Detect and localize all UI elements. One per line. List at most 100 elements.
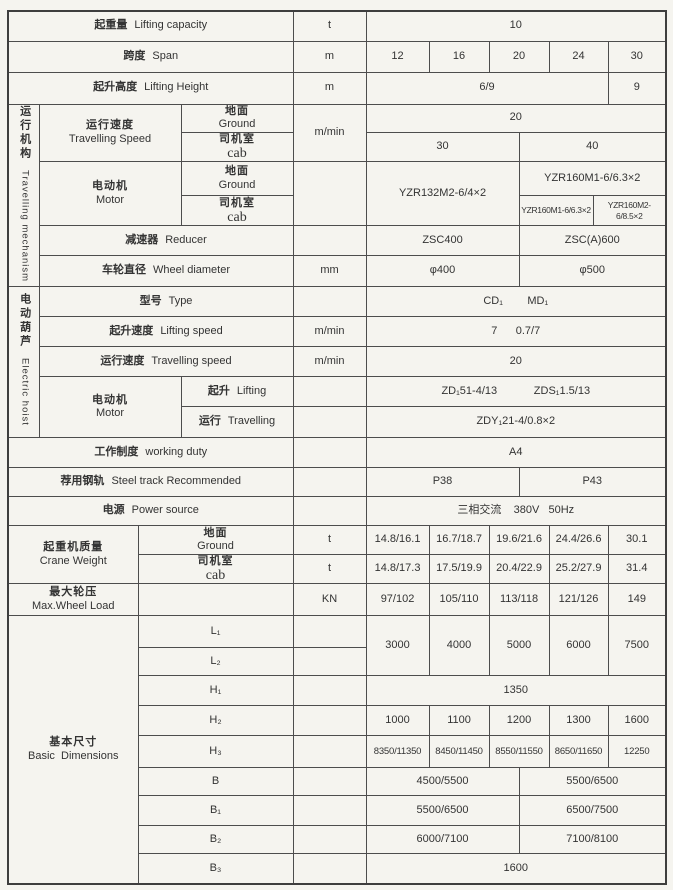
dim-h2-unit <box>292 705 367 737</box>
hoist-motor-label: 电动机 Motor <box>38 376 182 439</box>
row-hoist-lifting-speed: 起升速度 Lifting speed m/min 7 0.7/7 <box>8 316 667 348</box>
label-cn: 地面 <box>225 164 249 177</box>
dim-b3-unit <box>292 853 367 885</box>
row-dim-h3: H₃ 8350/11350 8450/11450 8550/11550 8650… <box>8 735 667 769</box>
vertical-section-label: 运行机构 Travelling mechanism <box>17 105 31 282</box>
motor-value-right-top: YZR160M1-6/6.3×2 <box>518 160 667 197</box>
label-en: working duty <box>145 445 208 458</box>
label-cn: 起重量 <box>94 19 128 32</box>
section-label-en: Travelling mechanism <box>19 169 31 282</box>
hoist-motor-lifting-unit <box>292 376 367 408</box>
dim-h2-value: 1100 <box>428 705 490 737</box>
row-steel-track: 荐用钢轨 Steel track Recommended P38 P43 <box>7 467 667 498</box>
row-power-source: 电源 Power source 三相交流 380V 50Hz <box>7 496 667 527</box>
hoist-lifting-speed-label: 起升速度 Lifting speed <box>38 316 294 348</box>
label-en: Ground <box>218 178 256 191</box>
lifting-height-value-30m: 9 <box>607 71 667 105</box>
vertical-section-label: 电动葫芦 Electric hoist <box>17 293 31 426</box>
span-unit: m <box>292 40 367 73</box>
power-source-label: 电源 Power source <box>7 496 294 527</box>
hoist-motor-travelling-label: 运行 Travelling <box>180 406 294 439</box>
max-wheel-load-sublabel <box>137 583 294 617</box>
crane-weight-cab-value: 20.4/22.9 <box>488 554 550 585</box>
motor-value-right-bottom-left: YZR160M1-6/6.3×2 <box>518 195 594 227</box>
label-en: cab <box>227 209 247 225</box>
steel-track-value-right: P43 <box>518 467 667 498</box>
dim-b2-label: B₂ <box>137 825 294 855</box>
wheel-diameter-value-right: φ500 <box>518 255 667 288</box>
label-en: Travelling <box>227 415 276 428</box>
label-en: Travelling Speed <box>68 132 152 145</box>
dim-b2-value-right: 7100/8100 <box>518 825 667 855</box>
crane-spec-table: 起重量 Lifting capacity t 10 跨度 Span m 12 16 … <box>7 10 668 885</box>
hoist-lifting-speed-unit: m/min <box>292 316 367 348</box>
travelling-speed-unit: m/min <box>292 103 367 162</box>
dim-l-value: 4000 <box>428 615 490 677</box>
row-hoist-motor-travelling: 运行 Travelling ZDY₁21-4/0.8×2 <box>8 406 667 439</box>
label-en: Ground <box>197 540 234 553</box>
label-en: Span <box>152 49 179 62</box>
lifting-capacity-value: 10 <box>365 10 667 42</box>
dim-l1-label: L₁ <box>137 615 294 649</box>
dim-h3-value: 8550/11550 <box>488 735 550 769</box>
row-motor-ground: 电动机 Motor 地面 Ground YZR132M2-6/4×2 YZR160M… <box>8 160 667 227</box>
crane-weight-ground-value: 14.8/16.1 <box>365 525 430 556</box>
row-dim-l1: 基本尺寸 Basic Dimensions L₁ 3000 4000 5000 6… <box>7 615 667 885</box>
label-cn: 电源 <box>102 504 125 517</box>
row-dim-b2: B₂ 6000/7100 7100/8100 <box>8 825 667 855</box>
label-en: Travelling speed <box>151 354 232 367</box>
steel-track-value-left: P38 <box>365 467 520 498</box>
hoist-motor-travelling-unit <box>292 406 367 439</box>
label-cn: 基本尺寸 <box>49 735 98 748</box>
dim-b1-value-left: 5500/6500 <box>365 795 520 827</box>
label-cn: 地面 <box>225 104 249 117</box>
motor-label: 电动机 Motor <box>38 160 182 227</box>
dim-b-unit <box>292 767 367 797</box>
lifting-capacity-label: 起重量 Lifting capacity <box>7 10 294 42</box>
label-cn: 起升速度 <box>109 324 154 337</box>
dim-l-value: 5000 <box>488 615 550 677</box>
travelling-speed-ground-value: 20 <box>365 103 667 133</box>
max-wheel-load-value: 149 <box>607 583 667 617</box>
label-en: Power source <box>131 504 199 517</box>
section-label-cn: 运行机构 <box>18 104 31 161</box>
dim-b1-label: B₁ <box>137 795 294 827</box>
dim-l-value: 6000 <box>548 615 609 677</box>
crane-weight-label: 起重机质量 Crane Weight <box>7 525 139 585</box>
reducer-value-left: ZSC400 <box>365 225 520 257</box>
dim-h2-value: 1200 <box>488 705 550 737</box>
dim-b-value-right: 5500/6500 <box>518 767 667 797</box>
label-cn: 电动机 <box>92 393 128 406</box>
dim-b-label: B <box>137 767 294 797</box>
crane-weight-ground-unit: t <box>292 525 367 556</box>
label-en: cab <box>205 568 226 584</box>
basic-dimensions-label: 基本尺寸 Basic Dimensions <box>7 615 139 885</box>
dim-h2-value: 1600 <box>607 705 667 737</box>
label-en: Lifting speed <box>160 324 223 337</box>
travelling-speed-cab-value-left: 30 <box>365 132 520 162</box>
dim-l-value: 7500 <box>607 615 667 677</box>
label-cn: 司机室 <box>219 196 255 209</box>
label-en: Type <box>168 294 193 307</box>
max-wheel-load-value: 97/102 <box>365 583 430 617</box>
crane-weight-cab-label: 司机室 cab <box>137 554 294 585</box>
wheel-diameter-label: 车轮直径 Wheel diameter <box>38 255 294 288</box>
dim-h3-value: 8350/11350 <box>365 735 430 769</box>
crane-weight-ground-value: 24.4/26.6 <box>548 525 609 556</box>
label-en: Basic Dimensions <box>28 749 119 762</box>
span-value-30: 30 <box>607 40 667 73</box>
crane-weight-cab-value: 31.4 <box>607 554 667 585</box>
row-hoist-travelling-speed: 运行速度 Travelling speed m/min 20 <box>8 346 667 378</box>
row-hoist-type: 电动葫芦 Electric hoist 型号 Type CD₁ MD₁ <box>7 286 667 439</box>
label-en: Crane Weight <box>39 554 107 567</box>
section-label-cn: 电动葫芦 <box>18 293 31 350</box>
working-duty-unit <box>292 437 367 469</box>
hoist-travelling-speed-value: 20 <box>365 346 667 378</box>
label-en: cab <box>227 145 247 161</box>
crane-weight-cab-value: 14.8/17.3 <box>365 554 430 585</box>
label-cn: 最大轮压 <box>49 586 98 599</box>
dim-b2-unit <box>292 825 367 855</box>
span-value-16: 16 <box>428 40 490 73</box>
label-cn: 运行速度 <box>86 119 134 131</box>
label-cn: 运行 <box>198 415 221 428</box>
